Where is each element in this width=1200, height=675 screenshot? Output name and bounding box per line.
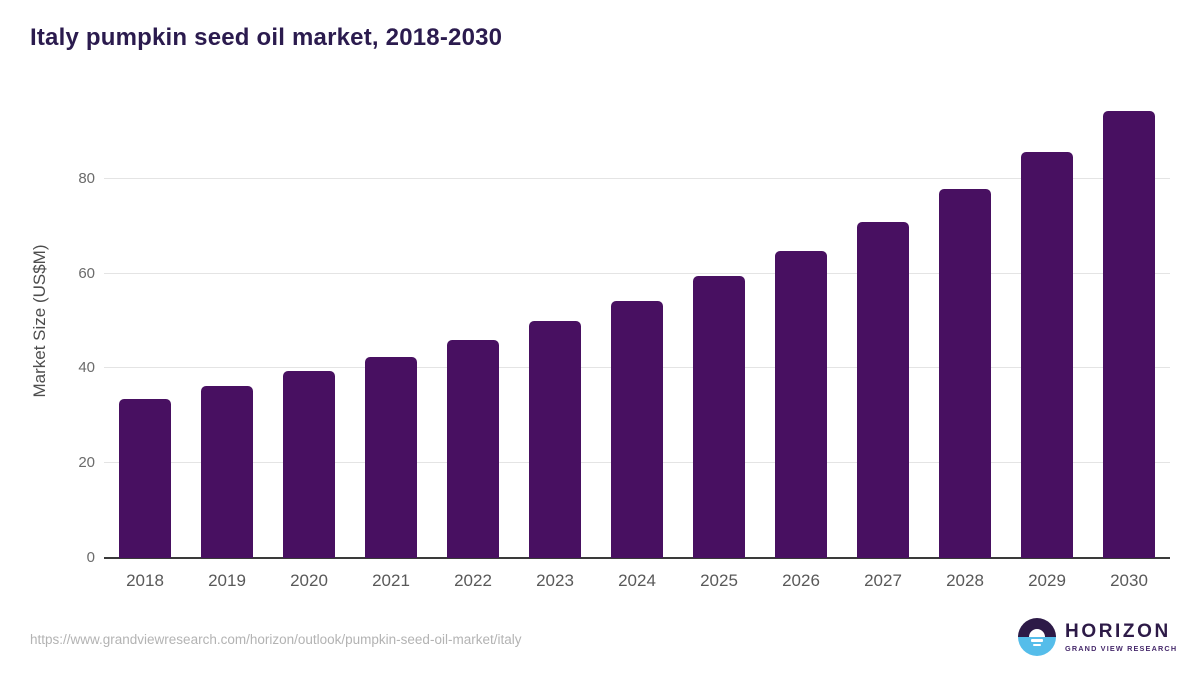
bar-2027[interactable]: [857, 221, 909, 558]
logo-text: HORIZON GRAND VIEW RESEARCH: [1065, 620, 1178, 653]
x-axis-line: [104, 557, 1170, 559]
x-tick-label-2026: 2026: [782, 571, 820, 590]
y-tick-label-60: 60: [78, 264, 95, 282]
bar-2021[interactable]: [365, 357, 417, 558]
y-axis-title: Market Size (US$M): [30, 244, 49, 398]
bar-2020[interactable]: [283, 371, 335, 558]
bar-2026[interactable]: [775, 250, 827, 558]
y-tick-label-80: 80: [78, 169, 95, 187]
plot-area: [104, 84, 1170, 559]
sun-over-horizon-icon: [1018, 618, 1056, 656]
bar-2025[interactable]: [693, 276, 745, 558]
x-tick-label-2028: 2028: [946, 571, 984, 590]
x-tick-label-2021: 2021: [372, 571, 410, 590]
y-tick-label-20: 20: [78, 454, 95, 472]
y-tick-label-0: 0: [86, 549, 95, 566]
bar-2019[interactable]: [201, 385, 253, 558]
bar-2018[interactable]: [119, 399, 171, 558]
x-tick-label-2018: 2018: [126, 571, 164, 590]
brand-logo: HORIZON GRAND VIEW RESEARCH: [1018, 618, 1177, 656]
x-tick-label-2023: 2023: [536, 571, 574, 590]
x-tick-label-2020: 2020: [290, 571, 328, 590]
gridline-60: [104, 272, 1170, 274]
source-url[interactable]: https://www.grandviewresearch.com/horizo…: [30, 632, 522, 647]
y-tick-label-40: 40: [78, 359, 95, 377]
x-axis-labels: 2018 2019 2020 2021 2022 2023 2024 2025 2026 2027…: [104, 571, 1170, 595]
x-tick-label-2022: 2022: [454, 571, 492, 590]
bar-2030[interactable]: [1103, 111, 1155, 558]
x-tick-label-2025: 2025: [700, 571, 738, 590]
sun-reflection-line: [1031, 639, 1043, 642]
gridline-80: [104, 177, 1170, 179]
x-tick-label-2029: 2029: [1028, 571, 1066, 590]
logo-subtitle: GRAND VIEW RESEARCH: [1065, 643, 1178, 653]
bar-2022[interactable]: [447, 340, 499, 558]
x-tick-label-2024: 2024: [618, 571, 656, 590]
bar-2024[interactable]: [611, 301, 663, 558]
sun-reflection-line: [1033, 643, 1041, 646]
x-tick-label-2019: 2019: [208, 571, 246, 590]
bar-2028[interactable]: [939, 188, 991, 558]
logo-name: HORIZON: [1065, 620, 1171, 642]
sun-shape: [1029, 629, 1045, 637]
x-tick-label-2027: 2027: [864, 571, 902, 590]
bar-2029[interactable]: [1021, 151, 1073, 558]
bar-2023[interactable]: [529, 321, 581, 558]
x-tick-label-2030: 2030: [1110, 571, 1148, 590]
page-title: Italy pumpkin seed oil market, 2018-2030: [30, 24, 503, 51]
